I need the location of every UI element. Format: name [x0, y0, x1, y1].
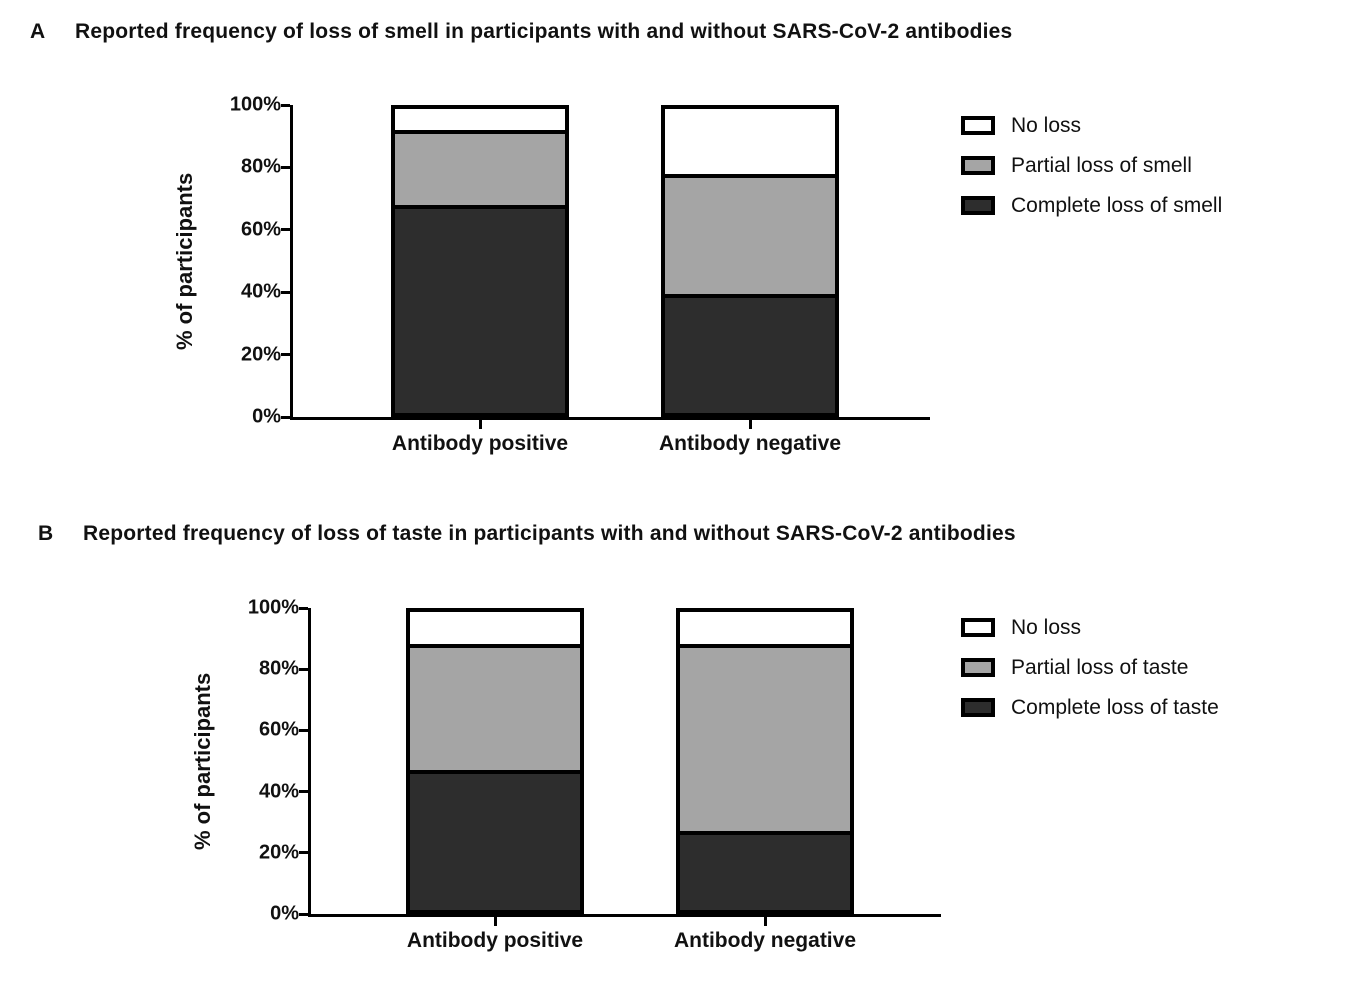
y-tick-label: 100%: [247, 596, 299, 619]
legend-item: Complete loss of smell: [961, 192, 1222, 219]
panel-a-title: A Reported frequency of loss of smell in…: [30, 20, 1012, 44]
y-tick-mark: [281, 353, 290, 357]
y-tick-label: 40%: [240, 280, 281, 303]
bar-segment-no-loss: [680, 612, 850, 644]
y-tick-mark: [281, 290, 290, 294]
y-tick-mark: [281, 228, 290, 232]
y-tick-label: 60%: [258, 718, 299, 741]
stacked-bar-antibody-negative: [676, 608, 854, 914]
y-tick-label: 60%: [240, 218, 281, 241]
y-tick-label: 40%: [258, 780, 299, 803]
category-label: Antibody positive: [406, 929, 584, 952]
panel-b-letter: B: [38, 522, 54, 545]
bar-segment-partial-loss-of-taste: [680, 643, 850, 831]
x-tick-mark: [748, 420, 752, 429]
bar-segment-complete-loss-of-smell: [665, 293, 835, 413]
panel-b-title: B Reported frequency of loss of taste in…: [38, 522, 1016, 546]
y-tick-mark: [299, 851, 308, 855]
stacked-bar-antibody-positive: [391, 105, 569, 417]
stacked-bar-antibody-positive: [406, 608, 584, 914]
legend-label: Complete loss of taste: [1011, 695, 1219, 719]
legend-swatch-complete-loss-of-smell: [961, 196, 995, 215]
legend-swatch-partial-loss-of-taste: [961, 658, 995, 677]
legend-label: Partial loss of taste: [1011, 655, 1189, 679]
y-axis-label: % of participants: [172, 172, 197, 350]
y-tick-label: 20%: [240, 343, 281, 366]
bar-segment-partial-loss-of-taste: [410, 643, 580, 770]
y-tick-label: 0%: [270, 902, 299, 925]
bar-segment-no-loss: [410, 612, 580, 644]
plot-area: 0% 20% 40% 60% 80% 100% Antibody positive Antib…: [248, 597, 941, 952]
bar-segment-no-loss: [395, 109, 565, 130]
legend-item: Partial loss of smell: [961, 152, 1222, 179]
legend-swatch-partial-loss-of-smell: [961, 156, 995, 175]
legend-swatch-no-loss: [961, 618, 995, 637]
y-tick-mark: [299, 790, 308, 794]
y-tick-mark: [281, 165, 290, 169]
legend-swatch-no-loss: [961, 116, 995, 135]
legend-label: No loss: [1011, 113, 1082, 137]
panel-a-letter: A: [30, 20, 46, 43]
x-tick-mark: [763, 917, 767, 926]
x-tick-mark: [493, 917, 497, 926]
y-tick-label: 100%: [229, 93, 281, 116]
bar-segment-complete-loss-of-taste: [680, 830, 850, 911]
stacked-bar-antibody-negative: [661, 105, 839, 417]
y-axis-label: % of participants: [190, 672, 215, 850]
bar-segment-partial-loss-of-smell: [395, 129, 565, 205]
y-tick-mark: [299, 912, 308, 916]
y-tick-label: 80%: [258, 657, 299, 680]
legend-item: No loss: [961, 112, 1222, 139]
legend-label: Complete loss of smell: [1011, 193, 1223, 217]
category-label: Antibody negative: [673, 929, 857, 952]
legend-item: Complete loss of taste: [961, 694, 1219, 721]
y-tick-mark: [299, 606, 308, 610]
legend-label: No loss: [1011, 615, 1082, 639]
legend-label: Partial loss of smell: [1011, 153, 1192, 177]
y-tick-mark: [299, 667, 308, 671]
x-tick-mark: [478, 420, 482, 429]
panel-b-title-text: Reported frequency of loss of taste in p…: [83, 522, 1016, 545]
y-tick-label: 80%: [240, 155, 281, 178]
plot-area: 0% 20% 40% 60% 80% 100% Antibody positive Antib…: [230, 94, 930, 455]
y-tick-mark: [281, 415, 290, 419]
y-tick-label: 20%: [258, 841, 299, 864]
category-label: Antibody positive: [391, 432, 569, 455]
bar-segment-complete-loss-of-taste: [410, 769, 580, 910]
legend-swatch-complete-loss-of-taste: [961, 698, 995, 717]
panel-a-title-text: Reported frequency of loss of smell in p…: [75, 20, 1013, 43]
y-tick-label: 0%: [252, 405, 281, 428]
y-tick-mark: [299, 728, 308, 732]
y-tick-mark: [281, 103, 290, 107]
legend: No loss Partial loss of smell Complete los…: [961, 112, 1222, 232]
category-label: Antibody negative: [658, 432, 842, 455]
bar-segment-partial-loss-of-smell: [665, 174, 835, 294]
bar-segment-complete-loss-of-smell: [395, 204, 565, 413]
legend-item: No loss: [961, 614, 1219, 641]
legend: No loss Partial loss of taste Complete los…: [961, 614, 1219, 734]
bar-segment-no-loss: [665, 109, 835, 175]
legend-item: Partial loss of taste: [961, 654, 1219, 681]
